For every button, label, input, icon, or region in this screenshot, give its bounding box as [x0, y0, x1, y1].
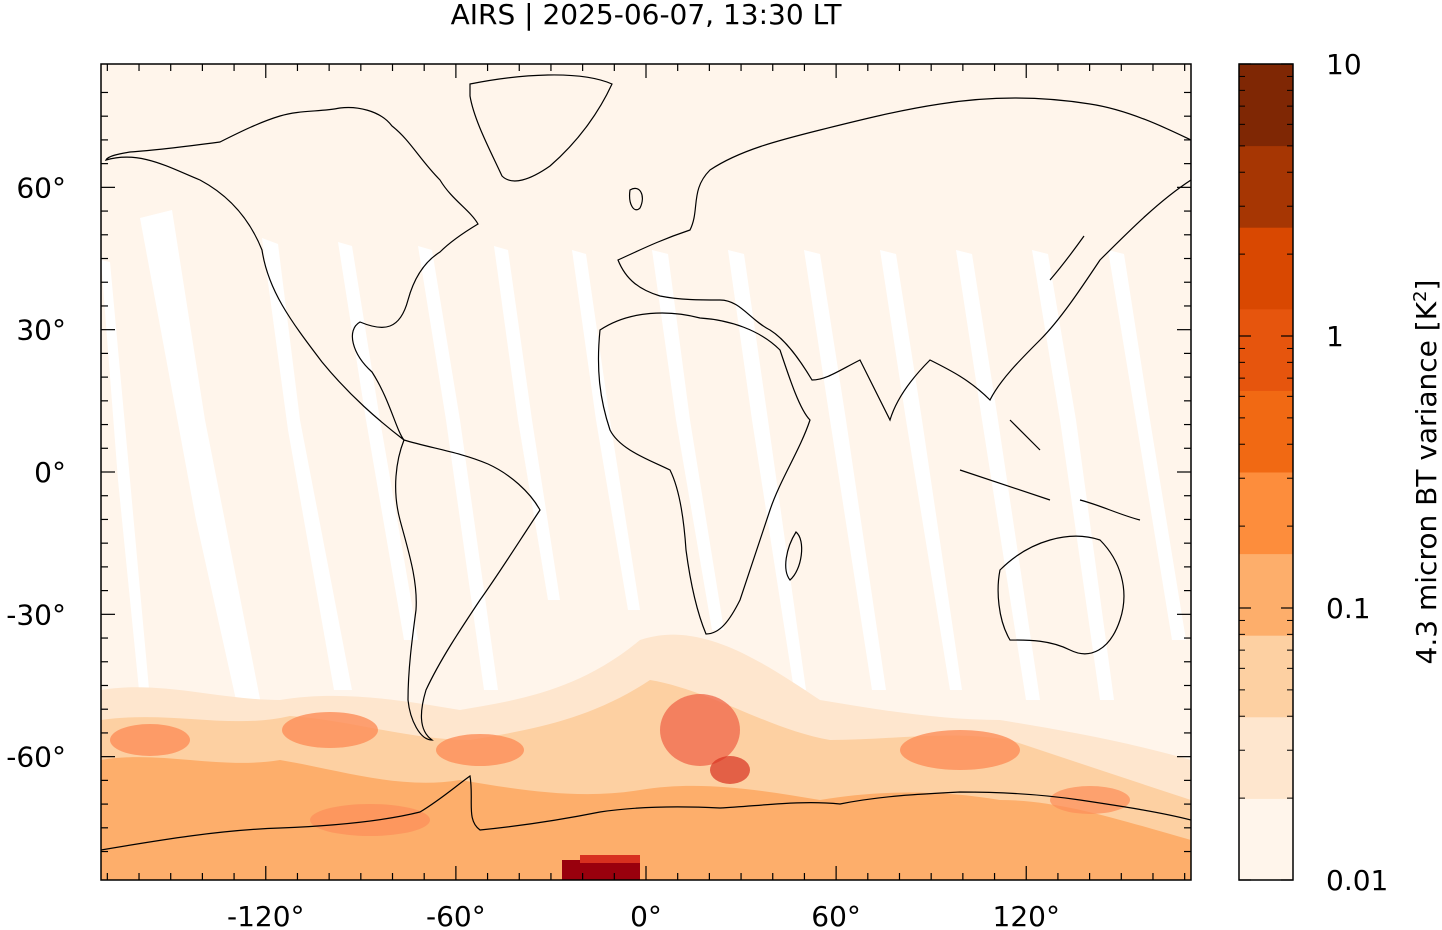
colorbar-bin — [1239, 145, 1293, 228]
colorbar-bin — [1239, 308, 1293, 391]
x-tick-label: 60° — [811, 900, 861, 930]
coastline-greenland — [469, 74, 613, 182]
swath-gap — [1032, 250, 1114, 700]
swath-gap — [101, 260, 150, 700]
x-tick-label: -60° — [426, 900, 486, 930]
variance-blob — [900, 730, 1020, 770]
colorbar-tick-label: 0.1 — [1326, 592, 1371, 625]
coastline-maritime-asia — [959, 419, 1141, 521]
colorbar-frame — [1238, 63, 1294, 881]
swath-gap — [880, 250, 962, 690]
swath-gap — [728, 250, 806, 690]
swath-gap — [572, 250, 640, 610]
swath-gap — [956, 250, 1040, 700]
map-title: AIRS | 2025-06-07, 13:30 LT — [451, 0, 843, 31]
x-tick-label: -120° — [227, 900, 305, 930]
y-tick-label: 60° — [16, 171, 66, 204]
variance-blob — [282, 712, 378, 748]
swath-gap — [338, 242, 418, 640]
coastline-africa — [597, 312, 811, 635]
swath-gap — [1108, 250, 1186, 640]
coastline-uk — [629, 187, 643, 211]
y-tick-label: 30° — [16, 314, 66, 347]
map-panel: -120° -60° 0° 60° 120° 60° 30° 0° -30° -60° — [6, 63, 1192, 930]
x-tick-label: 120° — [993, 900, 1060, 930]
colorbar-tick-label: 0.01 — [1326, 864, 1388, 897]
colorbar-bin — [1239, 390, 1293, 473]
variance-blob — [310, 804, 430, 836]
colorbar-bin — [1239, 716, 1293, 799]
colorbar: 10 1 0.1 0.01 4.3 micron BT variance [K2] — [1238, 48, 1442, 897]
high-variance-patch-edge — [580, 855, 640, 863]
coastline-japan — [1049, 235, 1085, 281]
variance-blob — [1050, 786, 1130, 814]
colorbar-bin — [1239, 553, 1293, 636]
coastline-north-america — [104, 106, 479, 441]
map-frame — [100, 63, 1192, 881]
swath-gap — [494, 246, 560, 600]
coastline-antarctica — [101, 774, 1191, 851]
variance-blob — [436, 734, 524, 766]
variance-band-high — [101, 757, 1191, 880]
x-tick-label: 0° — [630, 900, 662, 930]
coastline-eurasia — [617, 97, 1191, 422]
swath-gap — [418, 246, 498, 690]
swath-gap — [652, 250, 724, 630]
latitude-tick-labels: 60° 30° 0° -30° -60° — [6, 171, 66, 773]
colorbar-bin — [1239, 472, 1293, 555]
high-variance-patch — [562, 860, 640, 880]
longitude-tick-labels: -120° -60° 0° 60° 120° — [227, 900, 1060, 930]
variance-blob — [710, 756, 750, 784]
swath-gaps — [101, 210, 1186, 790]
colorbar-tick-label: 1 — [1326, 320, 1344, 353]
coastline-south-america — [395, 439, 541, 741]
y-tick-label: 0° — [34, 456, 66, 489]
colorbar-ticks: 10 1 0.1 0.01 — [1239, 48, 1388, 897]
variance-blob — [110, 724, 190, 756]
coastline-australia — [997, 535, 1125, 655]
coastlines — [101, 74, 1191, 851]
y-tick-label: -60° — [6, 741, 66, 774]
colorbar-bin — [1239, 227, 1293, 310]
colorbar-bin — [1239, 798, 1293, 881]
colorbar-bin — [1239, 64, 1293, 147]
colorbar-label: 4.3 micron BT variance [K2] — [1410, 280, 1442, 665]
variance-field — [101, 634, 1191, 880]
swath-gap — [804, 250, 886, 690]
colorbar-tick-label: 10 — [1326, 48, 1362, 81]
colorbar-bins — [1239, 64, 1293, 881]
colorbar-bin — [1239, 635, 1293, 718]
coastline-madagascar — [785, 531, 803, 581]
variance-blob — [660, 694, 740, 766]
swath-gap — [262, 238, 352, 690]
swath-gap — [140, 210, 278, 790]
y-tick-label: -30° — [6, 598, 66, 631]
